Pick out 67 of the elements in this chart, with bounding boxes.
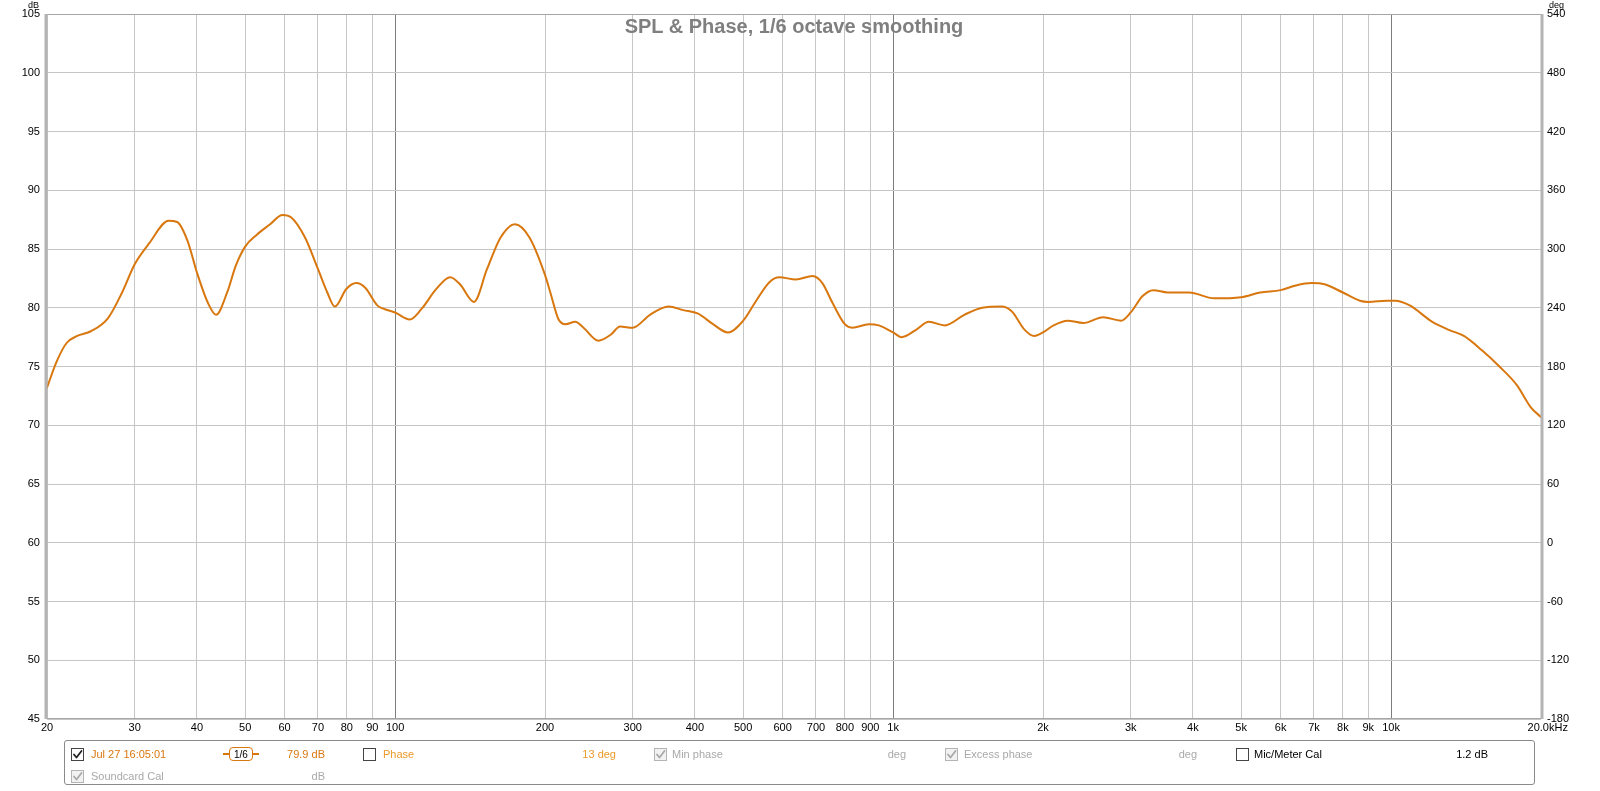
y-tick-label: 70 <box>27 418 40 431</box>
text: 79.9 dB <box>287 747 325 761</box>
y-tick-label: 90 <box>27 183 40 196</box>
x-tick-label: 100 <box>385 720 405 733</box>
y-tick-label: 105 <box>21 7 40 20</box>
x-tick-label: 900 <box>861 720 880 733</box>
y2-tick-label: 120 <box>1547 418 1566 431</box>
y2-tick-label: 420 <box>1547 124 1566 137</box>
y-tick-label: 95 <box>27 124 40 137</box>
y2-tick-label: -60 <box>1547 594 1563 607</box>
y-tick-label: 85 <box>27 242 40 255</box>
x-tick-label: 200 <box>535 720 555 733</box>
x-tick-label: 40 <box>190 720 204 733</box>
text: Mic/Meter Cal <box>1254 747 1322 761</box>
y-tick-label: 80 <box>27 300 40 313</box>
x-tick-label: 600 <box>773 720 792 733</box>
text: 13 deg <box>582 747 616 761</box>
text: deg <box>887 747 906 761</box>
y2-tick-label: -120 <box>1547 653 1570 666</box>
text: deg <box>1178 747 1197 761</box>
y-tick-label: 65 <box>27 477 40 490</box>
y2-axis-title: deg <box>1549 0 1565 10</box>
x-tick-label: 800 <box>835 720 855 733</box>
text: Excess phase <box>964 747 1033 761</box>
y2-tick-label: 360 <box>1547 183 1566 196</box>
x-tick-label: 2k <box>1037 720 1050 733</box>
x-tick-label: 6k <box>1274 720 1287 733</box>
x-tick-label: 10k <box>1382 720 1401 733</box>
y-tick-label: 45 <box>27 712 40 725</box>
y2-tick-label: 180 <box>1547 359 1566 372</box>
x-tick-label: 20 <box>40 720 54 733</box>
x-tick-label: 7k <box>1308 720 1321 733</box>
y-tick-label: 75 <box>27 359 40 372</box>
text: 1.2 dB <box>1456 747 1488 761</box>
text: dB <box>311 769 325 783</box>
x-tick-label: 400 <box>685 720 705 733</box>
y2-tick-label: 240 <box>1547 300 1566 313</box>
x-tick-label: 90 <box>366 720 379 733</box>
x-tick-label: 50 <box>239 720 252 733</box>
y2-tick-label: 0 <box>1547 535 1554 548</box>
x-tick-label: 700 <box>806 720 826 733</box>
x-tick-label: 300 <box>623 720 642 733</box>
y-axis-title: dB <box>27 0 39 10</box>
x-tick-label: 3k <box>1124 720 1137 733</box>
x-tick-label: 4k <box>1187 720 1200 733</box>
text: 1/6 <box>234 747 248 761</box>
x-tick-label: 8k <box>1337 720 1350 733</box>
y2-tick-label: 60 <box>1547 477 1560 490</box>
x-tick-label: 70 <box>311 720 325 733</box>
x-tick-label: 1k <box>887 720 900 733</box>
text: Min phase <box>672 747 723 761</box>
y2-tick-label: 300 <box>1547 242 1566 255</box>
text: Phase <box>383 747 415 761</box>
y-tick-label: 55 <box>27 594 40 607</box>
text: Soundcard Cal <box>91 769 164 783</box>
x-tick-label: 30 <box>128 720 141 733</box>
x-tick-label: 60 <box>278 720 291 733</box>
x-tick-label: 9k <box>1362 720 1375 733</box>
x-tick-label: 80 <box>340 720 353 733</box>
y2-tick-label: 480 <box>1547 65 1566 78</box>
x-tick-label: 5k <box>1235 720 1248 733</box>
x-axis-title: Hz <box>1554 721 1568 734</box>
x-tick-label: 500 <box>733 720 753 733</box>
text: Jul 27 16:05:01 <box>91 747 167 761</box>
y-tick-label: 100 <box>21 65 40 78</box>
y-tick-label: 50 <box>27 653 40 666</box>
y-tick-label: 60 <box>27 535 40 548</box>
